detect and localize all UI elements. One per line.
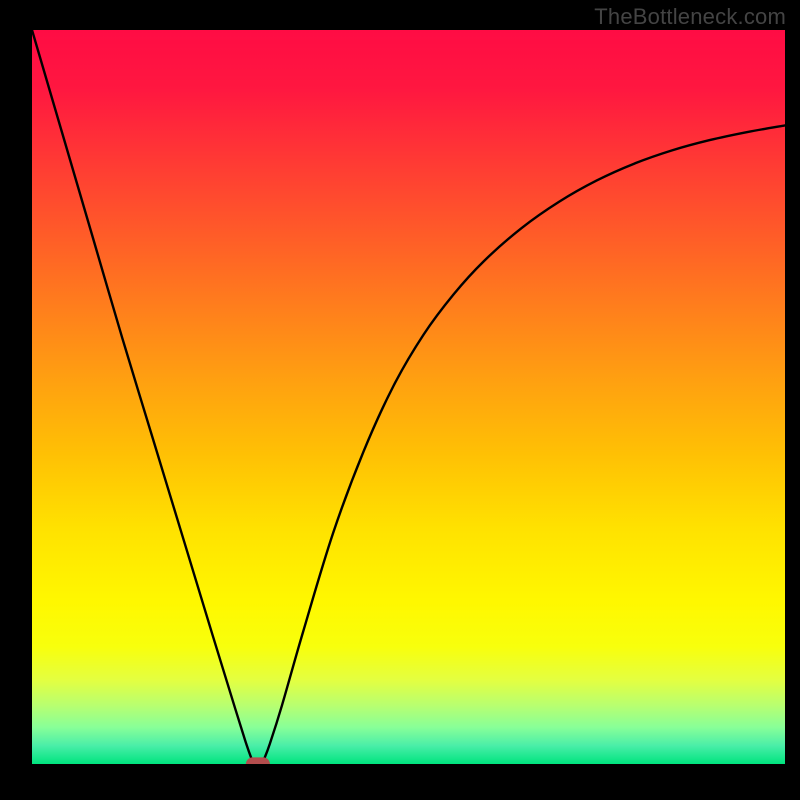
plot-frame <box>32 30 785 764</box>
chart-container: TheBottleneck.com <box>0 0 800 800</box>
optimal-point-marker <box>246 757 270 764</box>
plot-svg <box>32 30 785 764</box>
watermark-text: TheBottleneck.com <box>594 4 786 30</box>
gradient-background <box>32 30 785 764</box>
